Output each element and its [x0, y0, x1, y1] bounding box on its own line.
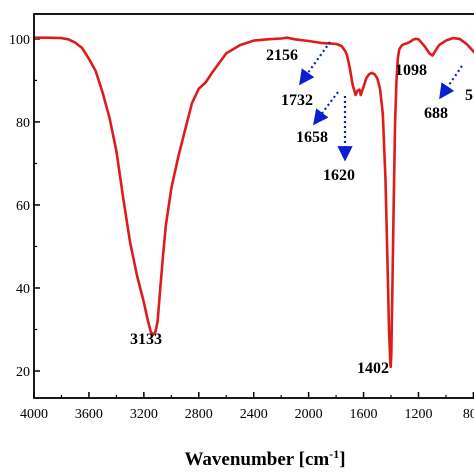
plot-frame — [33, 13, 474, 399]
peak-label: 1732 — [281, 92, 313, 109]
x-axis-label: Wavenumber [cm-1] — [184, 447, 345, 470]
x-axis-ticks: 4000 3600 3200 2800 2400 2000 1600 1200 800 — [20, 392, 474, 422]
x-tick-label: 4000 — [20, 407, 48, 422]
peak-label: 688 — [424, 105, 448, 122]
peak-label: 5 — [465, 87, 473, 104]
y-tick-label: 20 — [16, 365, 30, 380]
peak-label: 1620 — [323, 167, 355, 184]
series-layer — [34, 36, 474, 369]
peak-label: 2156 — [266, 47, 298, 64]
peak-label: 3133 — [130, 331, 162, 348]
y-tick-label: 40 — [16, 282, 30, 297]
x-tick-label: 800 — [463, 407, 474, 422]
y-tick-label: 100 — [9, 33, 30, 48]
x-tick-label: 2400 — [240, 407, 268, 422]
peak-label: 1402 — [357, 360, 389, 377]
peak-label: 1658 — [296, 129, 328, 146]
x-tick-label: 2800 — [185, 407, 213, 422]
peak-label: 1098 — [395, 62, 427, 79]
y-axis-ticks: 100 80 60 40 20 — [9, 33, 40, 380]
y-tick-label: 80 — [16, 116, 30, 131]
y-tick-label: 60 — [16, 199, 30, 214]
annotation-layer: 3133 2156 1732 1658 1620 1402 1098 688 5 — [130, 41, 473, 377]
x-tick-label: 2000 — [295, 407, 323, 422]
x-tick-label: 3200 — [130, 407, 158, 422]
annotation-arrow — [313, 91, 339, 126]
spectrum-series-line — [34, 36, 474, 369]
x-tick-label: 1600 — [350, 407, 378, 422]
x-tick-label: 3600 — [75, 407, 103, 422]
annotation-arrow — [299, 41, 331, 86]
x-tick-label: 1200 — [404, 407, 432, 422]
annotation-arrow — [439, 65, 463, 100]
